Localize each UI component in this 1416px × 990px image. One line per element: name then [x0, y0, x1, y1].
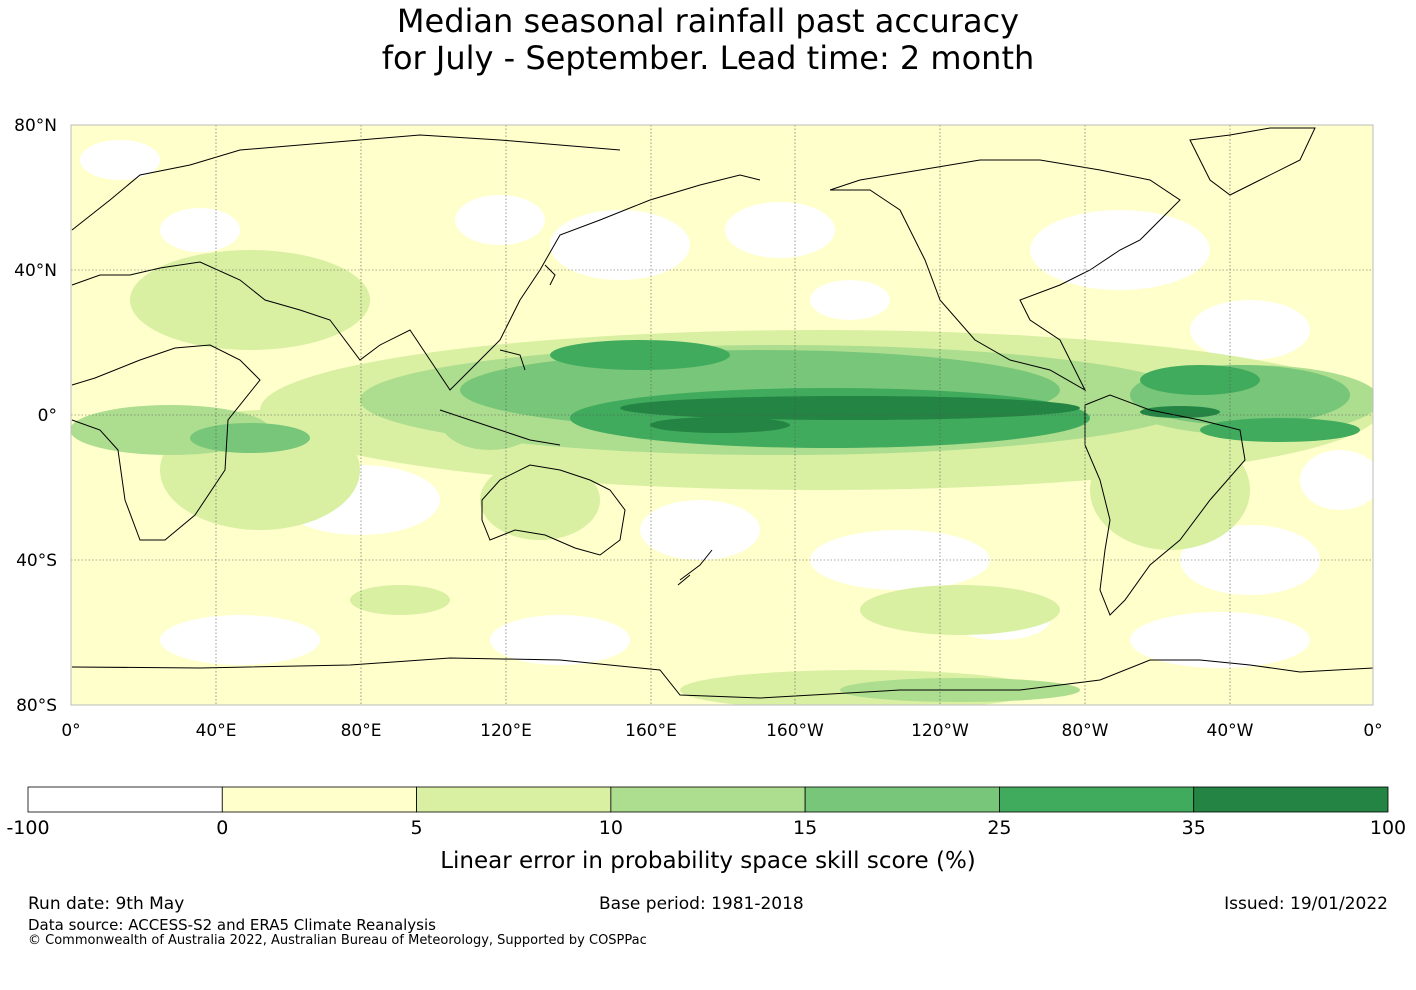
- colorbar-segment-3: [610, 786, 806, 813]
- coastline-islands: [439, 264, 561, 446]
- colorbar-segment-6: [1193, 786, 1389, 813]
- colorbar-tick-label: 0: [216, 817, 228, 839]
- coastline-europe-asia: [71, 174, 761, 391]
- lon-label-40w: 40°W: [1207, 721, 1254, 741]
- coastline-antarctica: [71, 657, 1373, 699]
- coastline-eurasia-north: [71, 134, 621, 231]
- coastline-new-zealand: [677, 549, 713, 586]
- map-title-line-2: for July - September. Lead time: 2 month: [381, 39, 1035, 77]
- lon-label-40e: 40°E: [196, 721, 237, 741]
- colorbar-tick-label: 35: [1182, 817, 1206, 839]
- colorbar-segment-5: [999, 786, 1195, 813]
- colorbar-segment-4: [804, 786, 1000, 813]
- latitude-labels: 80°N 40°N 0° 40°S 80°S: [14, 116, 57, 716]
- lon-label-120w: 120°W: [911, 721, 969, 741]
- lat-label-40n: 40°N: [14, 261, 57, 281]
- lon-label-80w: 80°W: [1062, 721, 1109, 741]
- colorbar-tick-label: 15: [793, 817, 817, 839]
- lon-label-80e: 80°E: [341, 721, 382, 741]
- coastline-south-america: [1084, 394, 1246, 616]
- colorbar-segment-0: [27, 786, 223, 813]
- colorbar-tick-label: 10: [599, 817, 623, 839]
- run-date: Run date: 9th May: [28, 894, 185, 914]
- colorbar-tick-label: -100: [6, 817, 49, 839]
- colorbar-tick-label: 100: [1370, 817, 1406, 839]
- coastline-greenland: [1189, 127, 1316, 196]
- colorbar-label: Linear error in probability space skill …: [440, 848, 976, 874]
- lat-label-80s: 80°S: [16, 696, 57, 716]
- colorbar-tick-label: 5: [411, 817, 423, 839]
- colorbar-segment-2: [416, 786, 612, 813]
- copyright: © Commonwealth of Australia 2022, Austra…: [28, 933, 647, 948]
- map-title-line-1: Median seasonal rainfall past accuracy: [396, 2, 1020, 40]
- lon-label-160w: 160°W: [766, 721, 824, 741]
- data-source: Data source: ACCESS-S2 and ERA5 Climate …: [28, 916, 436, 934]
- lat-label-0: 0°: [38, 406, 57, 426]
- lat-label-80n: 80°N: [14, 116, 57, 136]
- graticule: [71, 125, 1373, 705]
- skill-35-100-areas: [620, 396, 1220, 433]
- issued-date: Issued: 19/01/2022: [1224, 894, 1388, 914]
- skill-field: [71, 125, 1373, 705]
- colorbar-tick-label: 25: [987, 817, 1011, 839]
- lat-label-40s: 40°S: [16, 551, 57, 571]
- lon-label-120e: 120°E: [480, 721, 532, 741]
- colorbar-segment-1: [221, 786, 417, 813]
- longitude-labels: 0° 40°E 80°E 120°E 160°E 160°W 120°W 80°…: [61, 721, 1382, 741]
- coastline-africa: [71, 344, 261, 541]
- lon-label-160e: 160°E: [625, 721, 677, 741]
- coastline-australia: [481, 464, 626, 556]
- lon-label-0-east: 0°: [1363, 721, 1382, 741]
- colorbar: -100 0 5 10 15 25 35 100: [6, 786, 1406, 839]
- lon-label-0: 0°: [61, 721, 80, 741]
- base-period: Base period: 1981-2018: [599, 894, 804, 914]
- map-frame: [70, 124, 1374, 706]
